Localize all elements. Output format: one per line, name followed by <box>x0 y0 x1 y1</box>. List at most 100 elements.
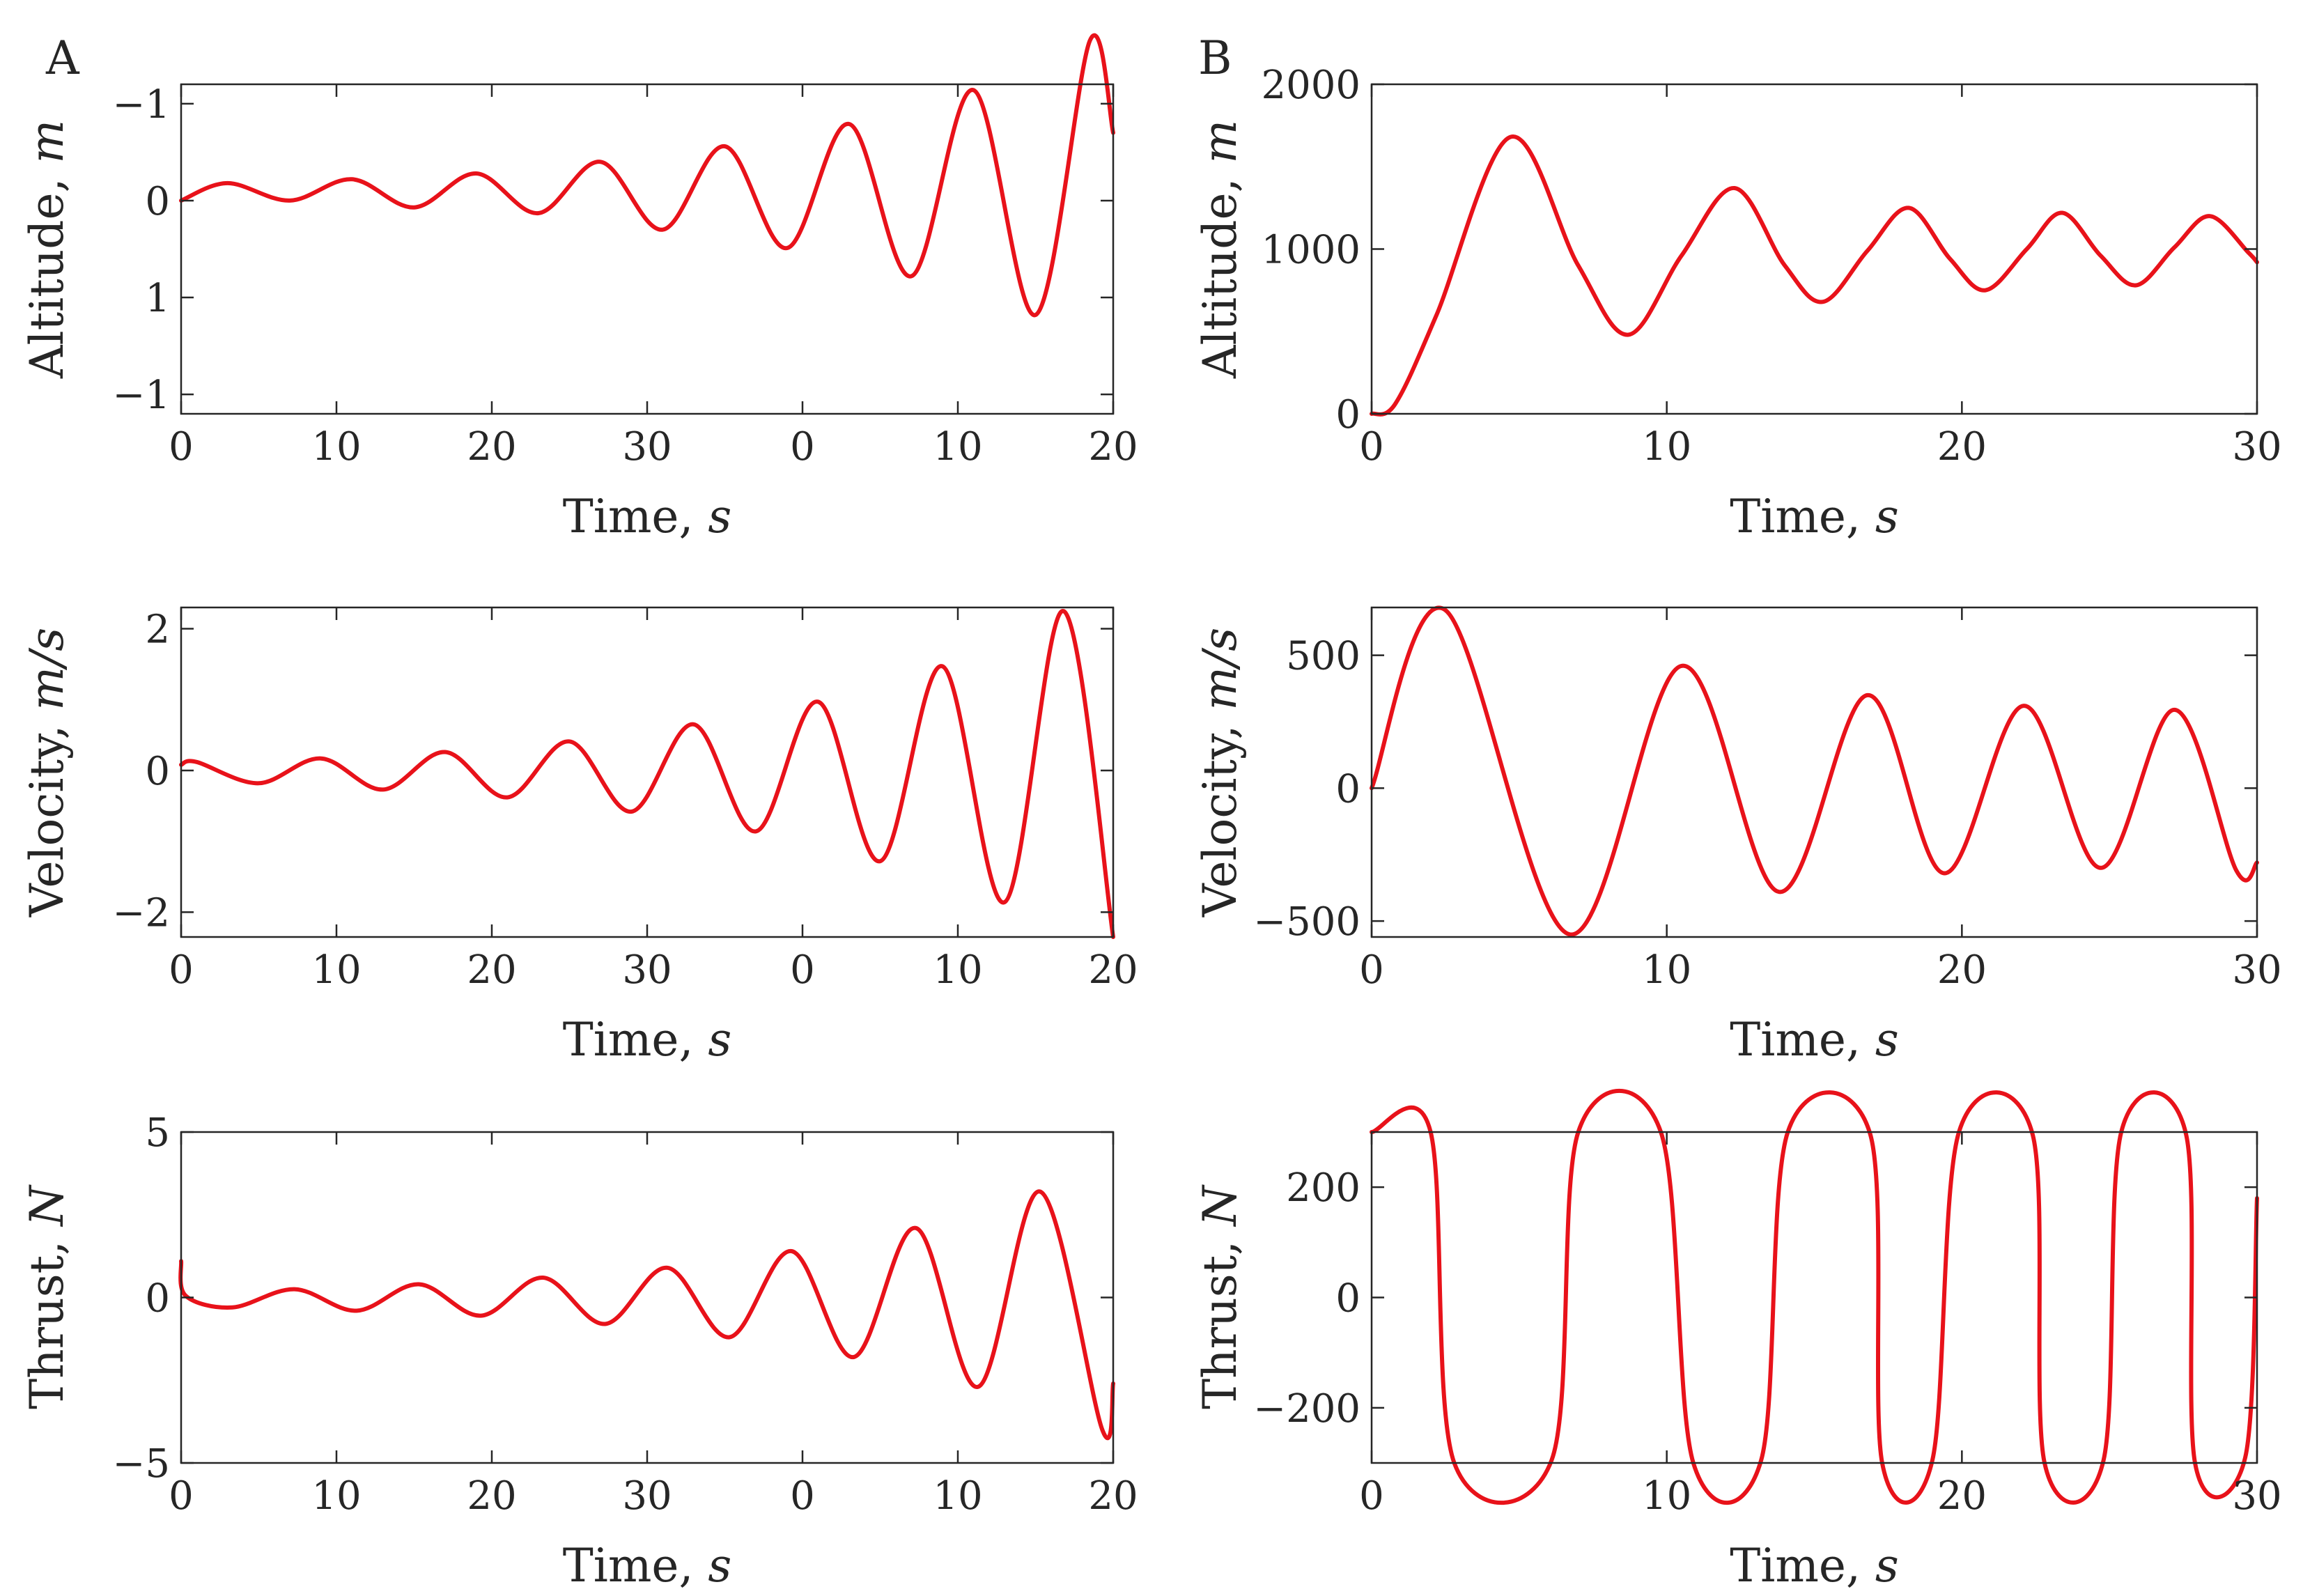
series-line-velocity <box>1370 605 2259 937</box>
y-tick-label: 0 <box>145 179 170 224</box>
x-tick-label: 30 <box>2232 1473 2281 1519</box>
series-line-thrust <box>178 1189 1115 1441</box>
y-tick-label: 0 <box>1335 392 1360 437</box>
plot-frame <box>1370 1131 2258 1464</box>
x-axis-label: Time, s <box>563 1013 732 1067</box>
chart-B-thrust: 0 10 20 30 −200 0 200 Time, s Thrust, N <box>1193 1088 2282 1593</box>
x-tick-label: 0 <box>790 947 815 993</box>
x-tick-label: 30 <box>622 947 672 993</box>
x-tick-label: 10 <box>311 424 361 470</box>
x-axis-label-text: Time, <box>1730 1539 1875 1593</box>
y-tick-label: −1 <box>112 373 170 418</box>
y-axis-label-text: Velocity, <box>20 711 74 918</box>
x-tick-label: 20 <box>1088 424 1138 470</box>
y-axis-unit: m <box>1193 120 1247 164</box>
x-axis-unit: s <box>708 1013 731 1067</box>
y-axis-label-text: Altitude, <box>20 163 74 379</box>
x-tick-label: 0 <box>1359 1473 1384 1519</box>
x-tick-label: 10 <box>1642 1473 1691 1519</box>
x-tick-label: 20 <box>467 947 516 993</box>
x-tick-label: 10 <box>933 1473 982 1519</box>
y-axis-label-text: Thrust, <box>1193 1226 1247 1409</box>
x-axis-label: Time, s <box>563 1539 732 1593</box>
panel-label-b: B <box>1198 31 1232 85</box>
x-axis-unit: s <box>708 1539 731 1593</box>
y-axis-unit: m <box>20 120 74 164</box>
y-tick-label: −5 <box>112 1441 170 1487</box>
x-tick-label: 10 <box>311 947 361 993</box>
x-tick-label: 30 <box>2232 947 2281 993</box>
x-axis-label-text: Time, <box>563 1013 708 1067</box>
y-axis-label: Velocity, m/s <box>1193 628 1247 917</box>
y-axis-label: Altitude, m <box>20 120 74 379</box>
x-axis-label: Time, s <box>1730 490 1899 543</box>
x-axis-unit: s <box>1875 490 1899 543</box>
plot-frame <box>180 83 1115 415</box>
x-axis-label-text: Time, <box>563 1539 708 1593</box>
y-tick-label: −2 <box>112 890 170 936</box>
y-tick-label: 500 <box>1286 634 1360 679</box>
y-tick-label: −500 <box>1253 899 1360 945</box>
y-axis-unit: N <box>1193 1184 1247 1227</box>
y-axis-unit: m/s <box>1193 628 1247 711</box>
y-tick-label: 0 <box>145 749 170 794</box>
y-tick-label: 1 <box>145 276 170 321</box>
plot-frame <box>1370 83 2258 415</box>
plot-frame <box>180 606 1115 938</box>
y-tick-label: 0 <box>1335 1276 1360 1322</box>
y-axis-label-text: Thrust, <box>20 1226 74 1409</box>
x-axis-label: Time, s <box>1730 1539 1899 1593</box>
plot-frame <box>1370 606 2258 938</box>
x-axis-label: Time, s <box>563 490 732 543</box>
x-tick-label: 30 <box>622 424 672 470</box>
y-tick-label: 2 <box>145 607 170 653</box>
x-tick-label: 20 <box>467 424 516 470</box>
x-tick-label: 30 <box>622 1473 672 1519</box>
y-axis-label-text: Velocity, <box>1193 711 1247 918</box>
x-tick-label: 10 <box>311 1473 361 1519</box>
series-line-velocity <box>179 609 1115 939</box>
x-tick-label: 0 <box>790 1473 815 1519</box>
x-tick-label: 30 <box>2232 424 2281 470</box>
x-axis-unit: s <box>1875 1539 1899 1593</box>
x-tick-label: 10 <box>1642 424 1691 470</box>
y-axis-label: Altitude, m <box>1193 120 1247 379</box>
x-tick-label: 20 <box>1937 947 1987 993</box>
chart-B-altitude: 0 10 20 30 0 1000 2000 Time, s Altitude, m <box>1193 63 2282 543</box>
x-tick-label: 20 <box>1088 947 1138 993</box>
y-tick-label: −200 <box>1253 1386 1360 1432</box>
x-tick-label: 0 <box>169 424 194 470</box>
y-tick-label: −1 <box>112 82 170 127</box>
y-tick-label: 0 <box>145 1276 170 1322</box>
x-tick-label: 0 <box>1359 947 1384 993</box>
x-axis-unit: s <box>708 490 731 543</box>
x-tick-label: 20 <box>1088 1473 1138 1519</box>
y-tick-label: 200 <box>1286 1165 1360 1211</box>
x-axis-label-text: Time, <box>1730 1013 1875 1067</box>
y-axis-label: Velocity, m/s <box>20 628 74 917</box>
y-tick-label: 1000 <box>1261 228 1360 273</box>
x-tick-label: 10 <box>933 947 982 993</box>
x-tick-label: 0 <box>790 424 815 470</box>
chart-A-velocity: 0 10 20 30 0 10 20 −2 0 2 Time, s Velocity, m/s <box>20 606 1138 1067</box>
chart-A-altitude: 0 10 20 30 0 10 20 −1 0 1 −1 Time, s Altitude, m <box>20 33 1138 543</box>
y-axis-label-text: Altitude, <box>1193 163 1247 379</box>
x-tick-label: 0 <box>169 1473 194 1519</box>
y-axis-unit: N <box>20 1184 74 1227</box>
panel-label-a: A <box>45 31 80 85</box>
y-tick-label: 2000 <box>1261 63 1360 108</box>
x-tick-label: 10 <box>933 424 982 470</box>
x-tick-label: 10 <box>1642 947 1691 993</box>
x-tick-label: 0 <box>169 947 194 993</box>
series-line-altitude <box>179 33 1115 318</box>
x-axis-label: Time, s <box>1730 1013 1899 1067</box>
y-axis-label: Thrust, N <box>20 1184 74 1409</box>
series-line-altitude <box>1370 134 2259 417</box>
x-axis-label-text: Time, <box>1730 490 1875 543</box>
series-line-thrust <box>1370 1088 2259 1505</box>
x-tick-label: 20 <box>467 1473 516 1519</box>
x-tick-label: 20 <box>1937 1473 1987 1519</box>
